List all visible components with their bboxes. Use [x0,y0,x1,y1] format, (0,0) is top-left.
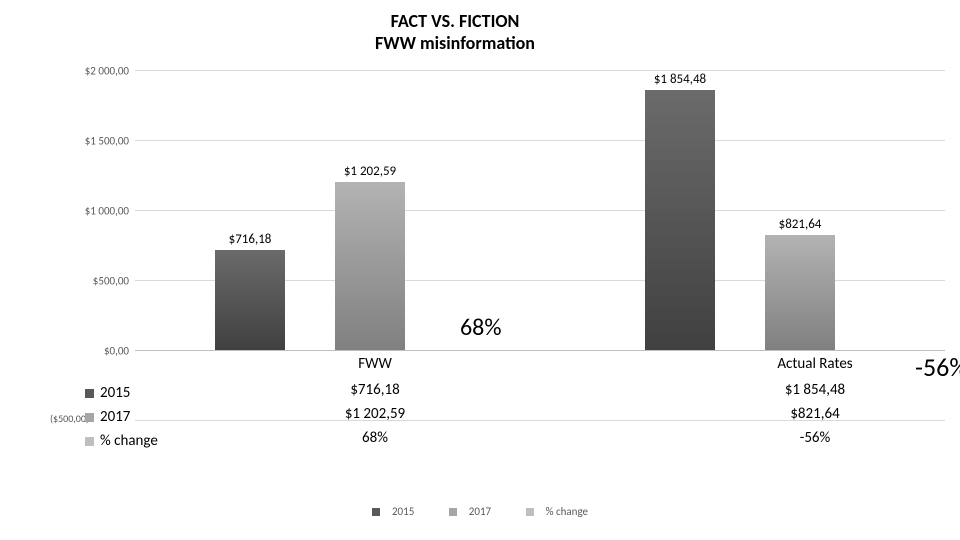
col-header-actual: Actual Rates [715,355,915,373]
row-label: 2017 [100,408,130,426]
y-tick-label: $1 000,00 [85,205,135,218]
series-marker-pct [85,437,94,446]
pct-label-fww: 68% [460,313,501,342]
table-row: 2017 [85,405,158,429]
gridline: $2 000,00 [135,70,945,71]
row-label: % change [100,432,158,450]
y-tick-label-neg: ($500,00) [50,412,89,425]
bar-fww-2015: $716,18 [215,250,285,350]
cell: $1 854,48 [715,381,915,399]
cell: $821,64 [715,405,915,423]
chart-container: FACT VS. FICTION FWW misinformation $2 0… [65,10,945,470]
legend-swatch [449,508,457,516]
pct-label-actual: -56% [915,351,960,383]
table-row: 2015 [85,381,158,405]
bar-value-label: $716,18 [190,232,310,247]
cell: 68% [275,429,475,447]
baseline: $0,00 [135,350,945,351]
legend: 2015 2017 % change [0,505,960,518]
legend-item: % change [518,505,596,518]
data-table: FWW Actual Rates -56% 2015 $716,18 $1 85… [85,355,158,453]
legend-item: 2017 [441,505,499,518]
chart-title: FACT VS. FICTION FWW misinformation [155,10,755,54]
bar-value-label: $1 202,59 [310,164,430,179]
y-tick-label: $1 500,00 [85,135,135,148]
cell: -56% [715,429,915,447]
legend-label: 2017 [469,505,491,518]
bar-value-label: $821,64 [740,217,860,232]
bar-actual-2017: $821,64 [765,235,835,350]
cell: $716,18 [275,381,475,399]
gridline: $1 500,00 [135,140,945,141]
row-label: 2015 [100,384,130,402]
series-marker-2015 [85,389,94,398]
bar-value-label: $1 854,48 [620,72,740,87]
legend-swatch [526,508,534,516]
y-tick-label: $500,00 [93,275,135,288]
bar-fww-2017: $1 202,59 [335,182,405,350]
series-marker-2017 [85,413,94,422]
cell: $1 202,59 [275,405,475,423]
table-row: % change [85,429,158,453]
gridline: $1 000,00 [135,210,945,211]
title-line-2: FWW misinformation [155,32,755,54]
y-tick-label: $2 000,00 [85,65,135,78]
title-line-1: FACT VS. FICTION [155,10,755,32]
bar-actual-2015: $1 854,48 [645,90,715,350]
legend-swatch [372,508,380,516]
legend-label: % change [546,505,588,518]
legend-label: 2015 [392,505,414,518]
col-header-fww: FWW [275,355,475,373]
legend-item: 2015 [364,505,422,518]
